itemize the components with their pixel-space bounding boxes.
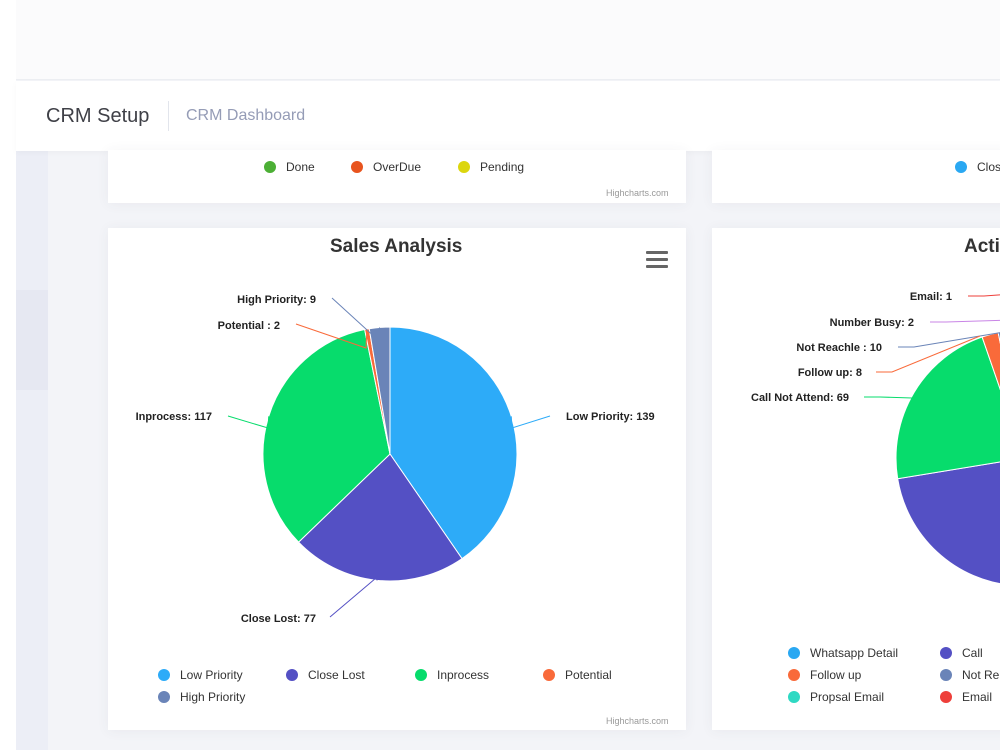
legend-label: Close Lost bbox=[308, 668, 365, 682]
header-divider bbox=[168, 101, 169, 131]
data-label-connector bbox=[864, 396, 913, 399]
legend-item-clos[interactable]: Clos bbox=[955, 160, 1000, 174]
data-label: High Priority: 9 bbox=[237, 294, 316, 306]
sidebar-rail bbox=[16, 150, 48, 750]
legend-item-overdue[interactable]: OverDue bbox=[351, 160, 421, 174]
legend-item-close-lost[interactable]: Close Lost bbox=[286, 668, 365, 682]
page-title: CRM Setup bbox=[46, 105, 150, 127]
legend-dot bbox=[458, 161, 470, 173]
data-label: Follow up: 8 bbox=[798, 367, 862, 379]
legend-label: Clos bbox=[977, 160, 1000, 174]
legend-dot bbox=[940, 669, 952, 681]
data-label: Number Busy: 2 bbox=[830, 317, 914, 329]
legend-dot bbox=[788, 647, 800, 659]
breadcrumb[interactable]: CRM Dashboard bbox=[186, 107, 306, 124]
data-label-connector bbox=[930, 319, 1000, 323]
legend-dot bbox=[264, 161, 276, 173]
data-label: Not Reachle : 10 bbox=[796, 342, 882, 354]
data-label: Email: 1 bbox=[910, 291, 952, 303]
data-label: Close Lost: 77 bbox=[241, 613, 316, 625]
data-label: Potential : 2 bbox=[218, 320, 280, 332]
legend-label: Follow up bbox=[810, 668, 862, 682]
chart-credits[interactable]: Highcharts.com bbox=[606, 188, 669, 198]
left-edge bbox=[0, 0, 16, 750]
legend-item-call[interactable]: Call bbox=[940, 646, 983, 660]
legend-dot bbox=[940, 647, 952, 659]
legend-item-whatsapp-detail[interactable]: Whatsapp Detail bbox=[788, 646, 898, 660]
top-right-chart-card: Clos bbox=[712, 150, 1000, 203]
legend-item-high-priority[interactable]: High Priority bbox=[158, 690, 245, 704]
legend-item-pending[interactable]: Pending bbox=[458, 160, 524, 174]
legend-label: Done bbox=[286, 160, 315, 174]
legend-dot bbox=[415, 669, 427, 681]
legend-item-potential[interactable]: Potential bbox=[543, 668, 612, 682]
data-label-connector bbox=[227, 415, 270, 429]
data-label-connector bbox=[876, 335, 981, 373]
sales-analysis-card: Sales Analysis Low Priority: 139 Close Lo… bbox=[108, 228, 686, 730]
legend-item-low-priority[interactable]: Low Priority bbox=[158, 668, 243, 682]
legend-item-email[interactable]: Email bbox=[940, 690, 992, 704]
data-label-connector bbox=[295, 323, 368, 349]
legend-dot bbox=[543, 669, 555, 681]
legend-dot bbox=[158, 669, 170, 681]
legend-label: Low Priority bbox=[180, 668, 243, 682]
activity-card: Acti Email: 1 Number Busy: 2 Not Reachle :… bbox=[712, 228, 1000, 730]
legend-label: Not Re bbox=[962, 668, 1000, 682]
pie-slice-call-not-attend[interactable] bbox=[895, 336, 1000, 480]
legend-dot bbox=[351, 161, 363, 173]
legend-dot bbox=[788, 669, 800, 681]
legend-label: Inprocess bbox=[437, 668, 490, 682]
legend-label: OverDue bbox=[373, 160, 422, 174]
data-label: Low Priority: 139 bbox=[566, 411, 655, 423]
legend-item-follow-up[interactable]: Follow up bbox=[788, 668, 861, 682]
legend-item-not-re[interactable]: Not Re bbox=[940, 668, 999, 682]
tasks-chart-card: Done OverDue Pending Highcharts.com bbox=[108, 150, 686, 203]
activity-pie-chart: Email: 1 Number Busy: 2 Not Reachle : 10 Fo… bbox=[751, 291, 1000, 586]
data-label-connector bbox=[329, 577, 378, 618]
sidebar-active-mark bbox=[16, 290, 48, 390]
legend-label: Whatsapp Detail bbox=[810, 646, 899, 660]
data-label-connector bbox=[898, 332, 1000, 348]
data-label-connector bbox=[968, 294, 1000, 297]
sales-pie-chart: Low Priority: 139 Close Lost: 77 Inprocess… bbox=[136, 294, 655, 625]
legend-dot bbox=[788, 691, 800, 703]
data-label: Call Not Attend: 69 bbox=[751, 392, 849, 404]
legend-label: Propsal Email bbox=[810, 690, 885, 704]
legend-item-inprocess[interactable]: Inprocess bbox=[415, 668, 489, 682]
chart-title: Sales Analysis bbox=[330, 236, 463, 257]
hamburger-menu-icon[interactable] bbox=[646, 251, 668, 269]
legend-label: Pending bbox=[480, 160, 525, 174]
data-label: Inprocess: 117 bbox=[136, 411, 212, 423]
sub-header: CRM Setup CRM Dashboard bbox=[16, 81, 1000, 151]
data-label-connector bbox=[510, 415, 551, 429]
legend-dot bbox=[940, 691, 952, 703]
chart-title: Acti bbox=[964, 236, 1000, 257]
data-label-connector bbox=[331, 297, 381, 342]
legend-item-propsal-email[interactable]: Propsal Email bbox=[788, 690, 884, 704]
legend-label: High Priority bbox=[180, 690, 246, 704]
pie-slice-call[interactable] bbox=[897, 458, 1000, 586]
pie-slice-high-priority[interactable] bbox=[368, 326, 391, 455]
legend-item-done[interactable]: Done bbox=[264, 160, 315, 174]
legend-label: Call bbox=[962, 646, 983, 660]
legend-label: Potential bbox=[565, 668, 612, 682]
chart-credits[interactable]: Highcharts.com bbox=[606, 716, 669, 726]
legend-dot bbox=[158, 691, 170, 703]
legend-dot bbox=[955, 161, 967, 173]
legend-label: Email bbox=[962, 690, 993, 704]
legend-dot bbox=[286, 669, 298, 681]
top-bar bbox=[16, 0, 1000, 80]
